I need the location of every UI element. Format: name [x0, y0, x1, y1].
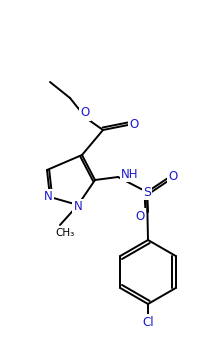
- Text: O: O: [80, 106, 90, 119]
- Text: O: O: [135, 210, 145, 223]
- Text: N: N: [44, 190, 52, 203]
- Text: CH₃: CH₃: [55, 228, 75, 238]
- Text: Cl: Cl: [142, 315, 154, 329]
- Text: O: O: [168, 170, 178, 183]
- Text: S: S: [143, 186, 151, 198]
- Text: NH: NH: [121, 168, 138, 181]
- Text: N: N: [74, 201, 82, 214]
- Text: O: O: [129, 119, 139, 132]
